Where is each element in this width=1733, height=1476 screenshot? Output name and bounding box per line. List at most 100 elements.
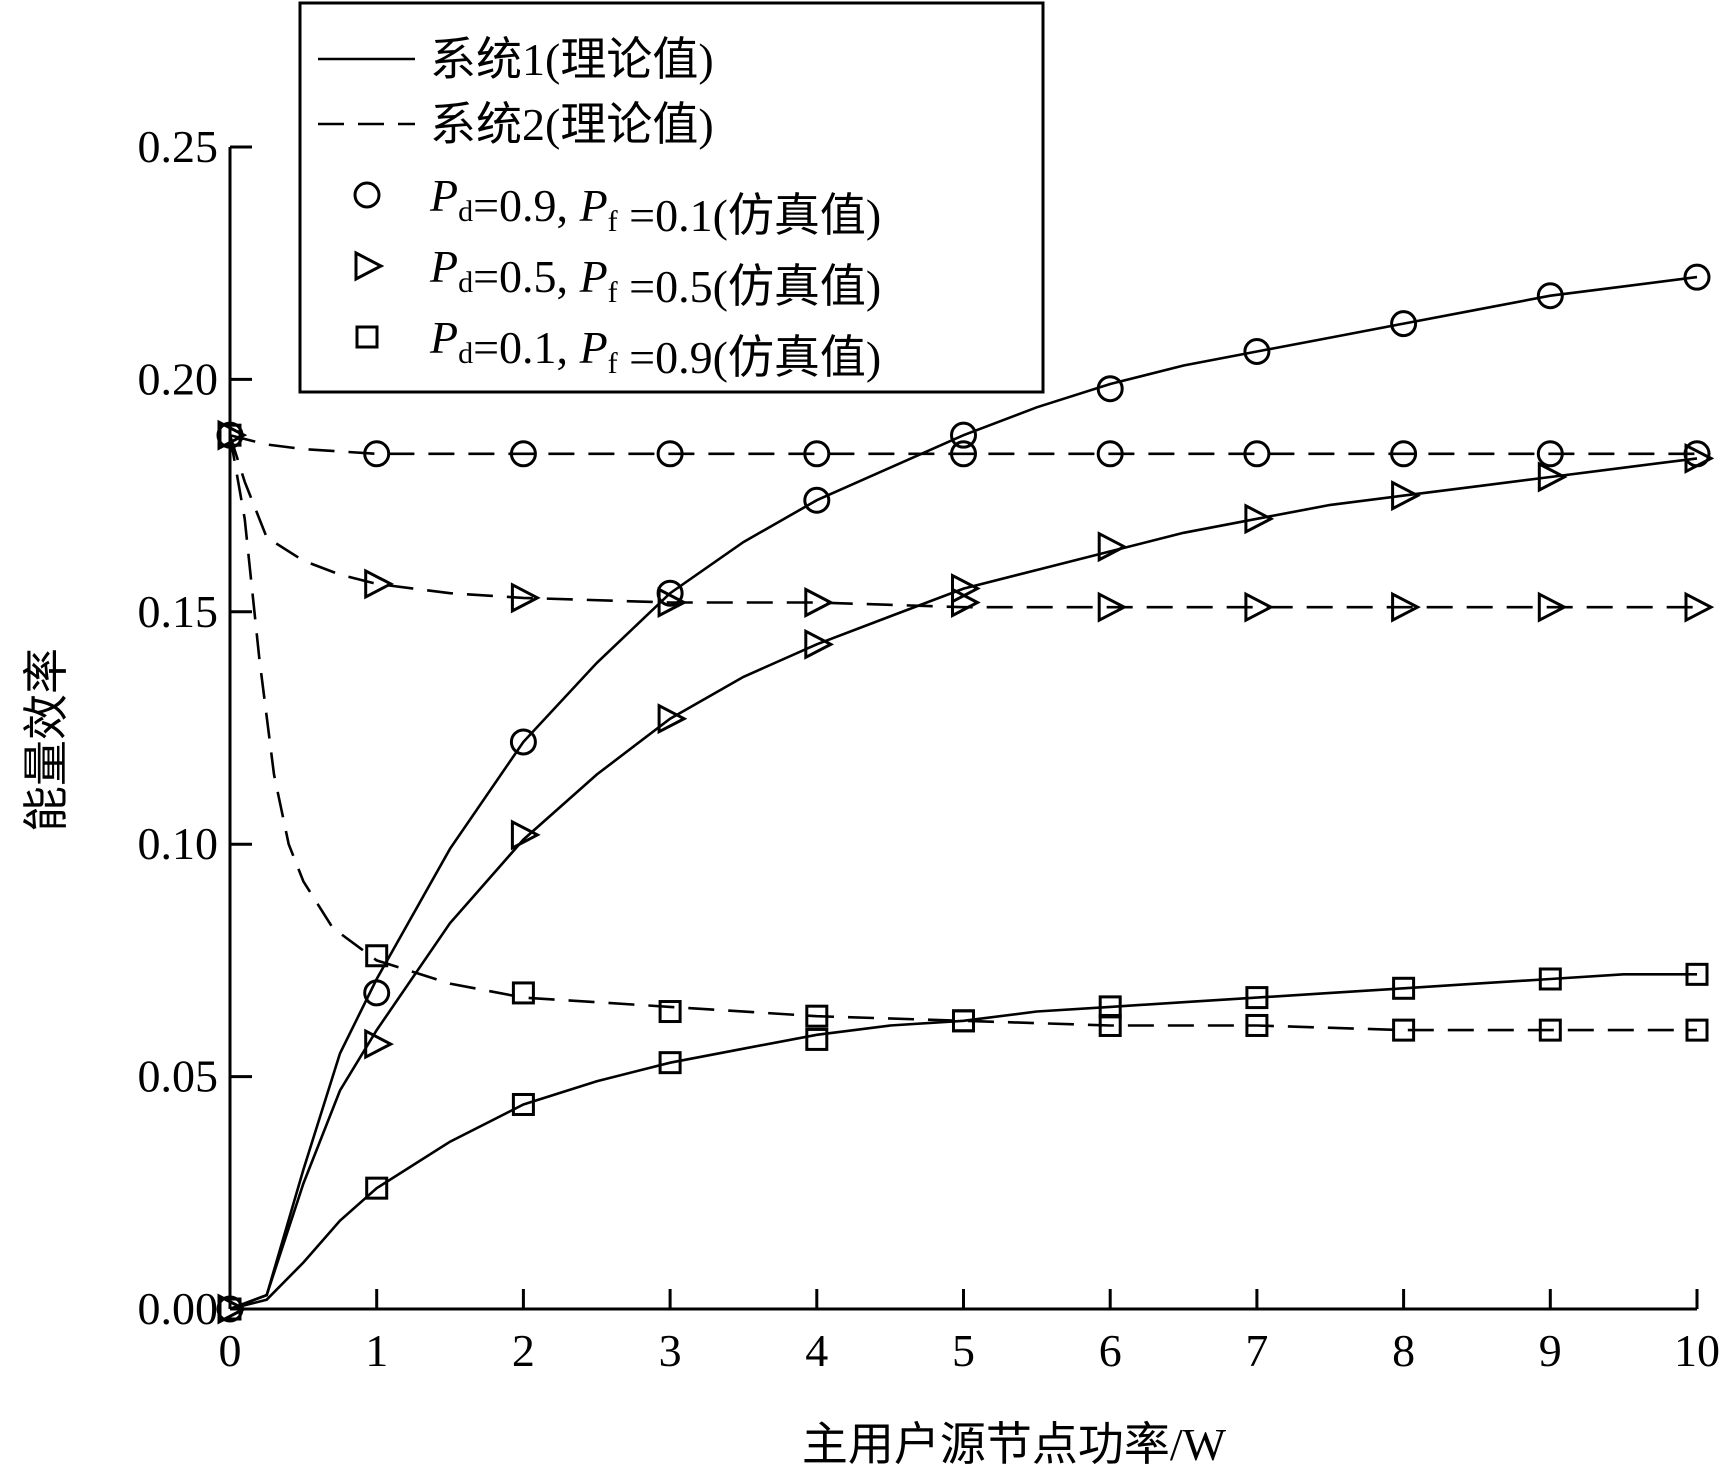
series-line-system2-triangle [228, 434, 1697, 609]
y-tick-label: 0.25 [138, 121, 219, 172]
data-point-circle [1096, 375, 1124, 403]
data-point-circle [1390, 440, 1418, 468]
data-point-triangle [804, 628, 835, 660]
data-point-circle [1536, 282, 1564, 310]
legend-text-part: =0.1(仿真值) [618, 190, 882, 241]
legend-text-part: P [579, 322, 608, 373]
data-point-triangle [364, 1028, 394, 1060]
x-tick-label: 3 [659, 1325, 682, 1376]
data-point-circle [509, 440, 537, 468]
data-point-triangle [804, 587, 835, 618]
data-point-square [1245, 986, 1269, 1010]
legend: 系统1(理论值)系统2(理论值)Pd=0.9, Pf =0.1(仿真值)Pd=0… [298, 1, 1045, 394]
data-point-triangle [1391, 591, 1421, 623]
legend-entry-label: 系统2(理论值) [430, 99, 714, 150]
data-point-square [1392, 1018, 1416, 1042]
data-point-triangle [1537, 461, 1568, 493]
data-point-circle [363, 440, 391, 468]
axes: 0.00 0.05 0.10 0.15 0.20 0.25 0 1 2 3 4 5 6 7 8 9 10 [138, 121, 1721, 1376]
legend-text-part: P [579, 180, 608, 231]
x-tick-label: 2 [512, 1325, 535, 1376]
data-point-circle [1536, 440, 1564, 468]
data-point-triangle [1391, 480, 1421, 512]
data-point-circle [1390, 310, 1418, 338]
data-point-square [365, 1176, 389, 1200]
data-point-square [1685, 962, 1709, 986]
x-tick-label: 1 [365, 1325, 388, 1376]
data-point-triangle [1684, 591, 1715, 623]
data-point-square [658, 1000, 682, 1024]
data-point-circle [950, 440, 977, 468]
data-point-circle [1683, 263, 1711, 291]
data-point-triangle [1537, 591, 1568, 623]
data-point-triangle [657, 587, 688, 618]
data-point-square [1538, 967, 1562, 991]
legend-entry-label: Pd=0.1, Pf =0.9(仿真值) [429, 312, 881, 383]
x-tick-label: 10 [1674, 1325, 1720, 1376]
legend-subscript: d [458, 266, 473, 299]
data-point-circle [803, 486, 831, 514]
data-point-circle [509, 728, 537, 756]
x-tick-label: 6 [1099, 1325, 1122, 1376]
y-tick-label: 0.10 [138, 818, 219, 869]
data-point-square [1538, 1018, 1562, 1042]
y-tick-label: 0.00 [138, 1283, 219, 1334]
series-line-system2-circle [229, 433, 1697, 456]
legend-subscript: f [608, 347, 618, 380]
series-line-system1-triangle [229, 457, 1698, 1311]
series-line-system1-square [229, 972, 1697, 1311]
data-point-triangle [1244, 591, 1275, 623]
legend-entry-label: 系统1(理论值) [430, 34, 714, 85]
y-tick-label: 0.15 [138, 586, 219, 637]
x-tick-label: 0 [219, 1325, 242, 1376]
data-point-square [952, 1009, 975, 1033]
data-point-square [1685, 1018, 1709, 1042]
legend-entry-label: Pd=0.5, Pf =0.5(仿真值) [429, 241, 881, 312]
legend-text-part: P [429, 170, 458, 221]
legend-entry-label: Pd=0.9, Pf =0.1(仿真值) [429, 170, 881, 241]
x-tick-label: 5 [952, 1325, 975, 1376]
data-point-triangle [1097, 531, 1128, 563]
legend-subscript: f [608, 205, 618, 238]
legend-text-part: =0.5(仿真值) [618, 261, 882, 312]
data-point-triangle [1244, 503, 1275, 535]
data-point-square [805, 1004, 829, 1028]
legend-triangle-marker [354, 250, 385, 282]
legend-text-part: =0.1, [473, 322, 579, 373]
legend-subscript: d [458, 337, 473, 370]
legend-subscript: f [608, 276, 618, 309]
data-point-triangle [510, 819, 541, 851]
legend-text-part: P [429, 312, 458, 363]
y-tick-label: 0.20 [138, 353, 219, 404]
data-point-square [1245, 1013, 1269, 1037]
legend-circle-marker [353, 181, 381, 209]
x-tick-label: 9 [1539, 1325, 1562, 1376]
legend-text-part: P [579, 251, 608, 302]
data-point-circle [803, 440, 831, 468]
legend-subscript: d [458, 195, 473, 228]
x-tick-label: 4 [805, 1325, 828, 1376]
x-axis-label: 主用户源节点功率/W [802, 1419, 1227, 1470]
series-line-system2-square [228, 434, 1697, 1032]
data-point-square [511, 981, 535, 1005]
data-point-circle [1243, 440, 1271, 468]
data-point-triangle [951, 587, 981, 618]
legend-text-part: =0.9(仿真值) [618, 332, 882, 383]
legend-square-marker [355, 325, 379, 349]
legend-text-part: =0.9, [473, 180, 579, 231]
x-tick-label: 8 [1392, 1325, 1415, 1376]
legend-text-part: =0.5, [473, 251, 579, 302]
data-point-circle [656, 440, 684, 468]
legend-box [298, 1, 1045, 394]
plot-area [216, 263, 1715, 1325]
y-tick-label: 0.05 [138, 1051, 219, 1102]
data-point-square [511, 1092, 535, 1116]
data-point-square [1392, 976, 1416, 1000]
data-point-circle [1683, 440, 1711, 468]
x-tick-label: 7 [1245, 1325, 1268, 1376]
y-axis-label: 能量效率 [21, 648, 72, 832]
data-point-square [218, 423, 242, 447]
data-point-square [805, 1027, 829, 1051]
data-point-square [218, 1297, 242, 1321]
